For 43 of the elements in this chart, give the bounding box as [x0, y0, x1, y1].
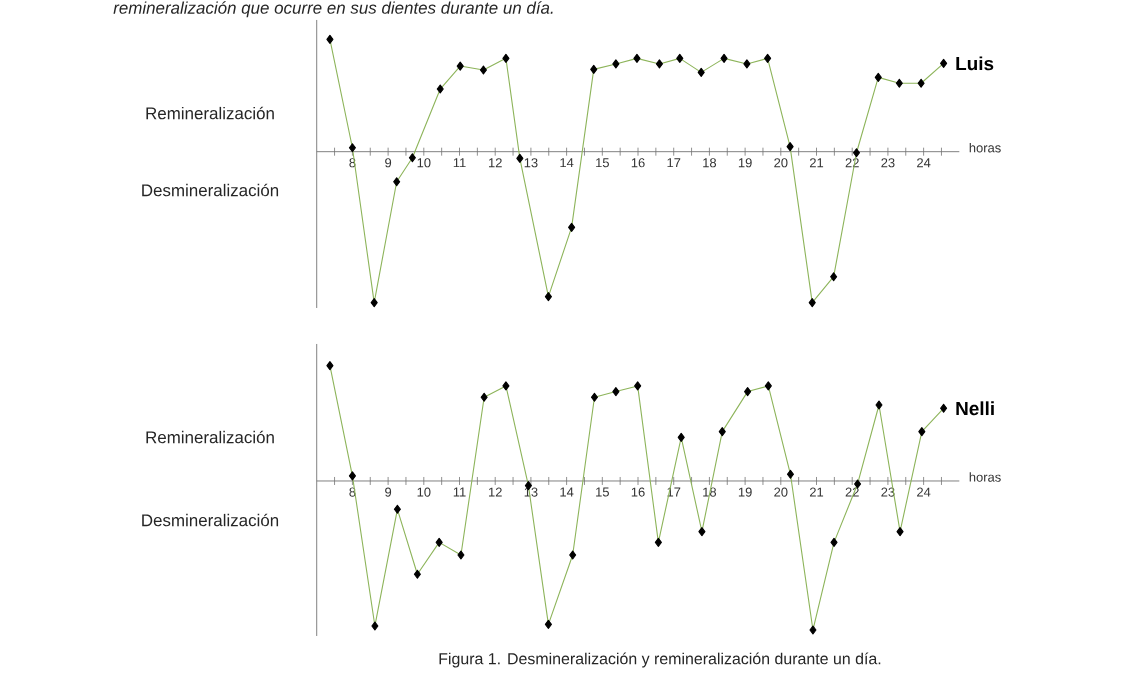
x-tick-label: 21: [809, 487, 824, 497]
x-tick-label: 15: [596, 487, 609, 497]
x-tick-label: 19: [738, 158, 752, 168]
x-tick-label: 16: [631, 487, 645, 497]
x-tick-label: 12: [488, 158, 502, 168]
x-tick-label: 17: [667, 158, 681, 168]
x-tick-label: 24: [917, 487, 931, 497]
x-tick-label: 15: [596, 158, 609, 168]
x-tick-label: 23: [881, 158, 895, 168]
x-tick-label: 21: [809, 158, 824, 168]
x-axis-title: horas: [969, 142, 1001, 153]
x-tick-label: 18: [703, 487, 717, 497]
x-tick-label: 20: [774, 158, 788, 168]
text: Desmineralización: [142, 183, 279, 197]
x-tick-label: 14: [560, 487, 574, 497]
x-tick-label: 18: [703, 158, 717, 168]
x-tick-label: 12: [488, 487, 502, 497]
series-label: Nelli: [956, 401, 994, 416]
x-tick-label: 11: [453, 158, 466, 168]
x-tick-label: 24: [917, 158, 931, 168]
x-tick-label: 16: [631, 158, 645, 168]
x-tick-label: 17: [667, 487, 681, 497]
x-tick-label: 22: [845, 487, 859, 497]
text: remineralización que ocurre en sus dientes durante un día.: [113, 1, 553, 18]
x-tick-label: 19: [738, 487, 752, 497]
text: Desmineralización: [142, 513, 279, 527]
x-tick-label: 20: [774, 487, 788, 497]
text: Remineralización: [146, 430, 274, 444]
x-tick-label: 9: [385, 487, 392, 497]
x-tick-label: 8: [349, 487, 356, 497]
x-tick-label: 11: [453, 487, 466, 497]
x-tick-label: 22: [845, 158, 859, 168]
series-label: Luis: [956, 56, 994, 71]
x-axis-title: horas: [969, 472, 1001, 482]
x-tick-label: 14: [560, 158, 574, 168]
x-tick-label: 8: [349, 158, 356, 168]
x-tick-label: 10: [417, 158, 431, 168]
text: Remineralización: [146, 106, 274, 120]
x-tick-label: 10: [417, 487, 431, 497]
x-tick-label: 13: [524, 487, 538, 497]
x-tick-label: 13: [524, 158, 538, 168]
x-tick-label: 9: [385, 158, 392, 168]
text: Figura 1. Desmineralización y remineralización durante un día.: [439, 652, 881, 668]
